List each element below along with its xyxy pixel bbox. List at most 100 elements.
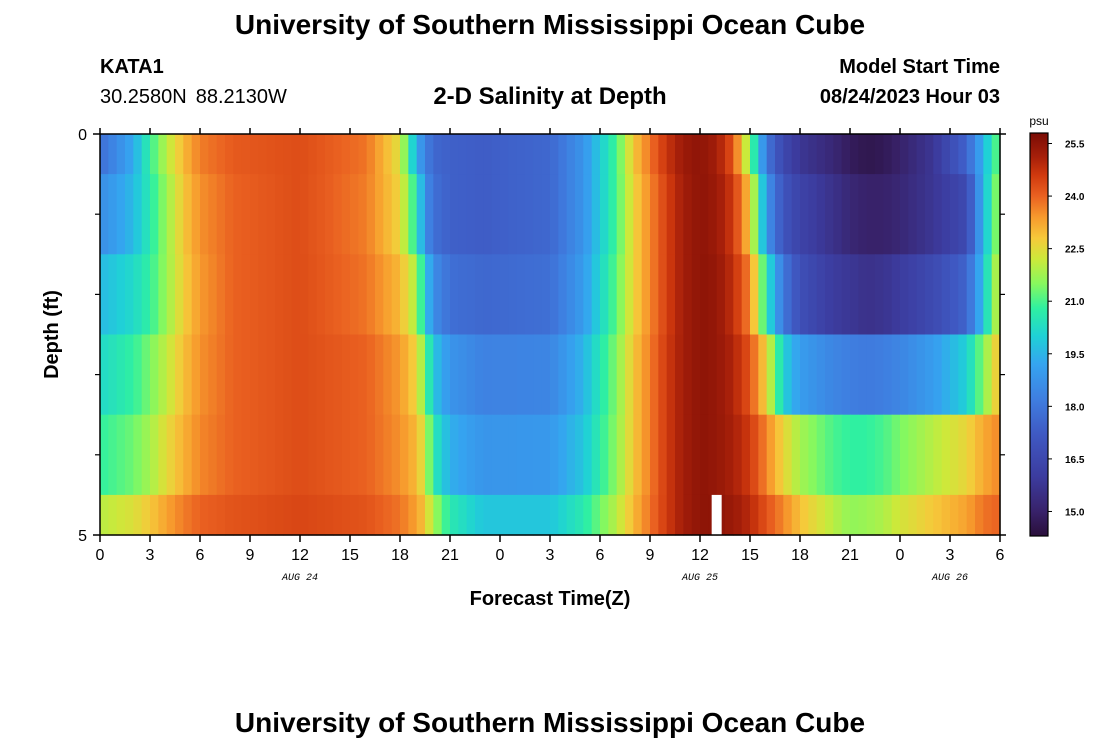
heatmap-cell	[866, 254, 876, 336]
heatmap-cell	[183, 494, 193, 536]
heatmap-cell	[291, 174, 301, 255]
heatmap-cell	[616, 174, 626, 255]
heatmap-cell	[875, 134, 884, 175]
heatmap-cell	[816, 134, 826, 175]
heatmap-cell	[266, 334, 276, 416]
heatmap-cell	[541, 494, 551, 536]
heatmap-cell	[858, 134, 868, 175]
heatmap-cell	[550, 134, 559, 175]
heatmap-cell	[633, 134, 643, 175]
heatmap-cell	[408, 254, 418, 336]
heatmap-cell	[783, 174, 793, 255]
heatmap-cell	[383, 494, 393, 536]
heatmap-cell	[875, 494, 884, 536]
heatmap-cell	[650, 254, 659, 336]
heatmap-cell	[283, 134, 293, 175]
heatmap-cell	[766, 174, 776, 255]
heatmap-cell	[758, 414, 768, 496]
heatmap-cell	[591, 414, 601, 496]
heatmap-cell	[933, 414, 943, 496]
heatmap-cell	[833, 174, 843, 255]
heatmap-cell	[383, 174, 393, 255]
heatmap-cell	[900, 414, 909, 496]
heatmap-cell	[333, 254, 343, 336]
heatmap-cell	[658, 134, 668, 175]
heatmap-cell	[408, 494, 418, 536]
heatmap-cell	[608, 174, 618, 255]
heatmap-cell	[491, 494, 501, 536]
heatmap-cell	[316, 494, 326, 536]
y-tick-label: 5	[78, 528, 87, 545]
heatmap-cell	[825, 174, 834, 255]
heatmap-cell	[325, 414, 334, 496]
heatmap-cell	[225, 334, 234, 416]
heatmap-cell	[350, 174, 359, 255]
heatmap-cell	[166, 414, 176, 496]
heatmap-cell	[575, 174, 584, 255]
heatmap-cell	[283, 414, 293, 496]
heatmap-cells	[100, 134, 1001, 536]
heatmap-cell	[758, 134, 768, 175]
heatmap-cell	[200, 254, 209, 336]
x-tick-label: 0	[896, 547, 905, 564]
heatmap-cell	[316, 134, 326, 175]
heatmap-cell	[583, 494, 593, 536]
heatmap-cell	[950, 174, 959, 255]
heatmap-cell	[325, 134, 334, 175]
heatmap-cell	[475, 334, 484, 416]
heatmap-cell	[941, 494, 951, 536]
heatmap-cell	[375, 494, 384, 536]
heatmap-cell	[133, 414, 143, 496]
heatmap-cell	[141, 334, 151, 416]
heatmap-cell	[658, 334, 668, 416]
colorbar-tick-label: 18.0	[1065, 402, 1085, 413]
heatmap-cell	[108, 134, 118, 175]
heatmap-cell	[158, 414, 168, 496]
x-tick-label: 9	[646, 547, 655, 564]
heatmap-cell	[533, 254, 543, 336]
heatmap-cell	[666, 414, 676, 496]
heatmap-cell	[116, 494, 126, 536]
heatmap-cell	[725, 134, 734, 175]
heatmap-cell	[366, 254, 376, 336]
heatmap-cell	[466, 414, 476, 496]
heatmap-cell	[733, 334, 743, 416]
x-tick-label: 15	[341, 547, 359, 564]
heatmap-cell	[616, 334, 626, 416]
heatmap-cell	[308, 414, 318, 496]
heatmap-cell	[191, 254, 201, 336]
heatmap-cell	[300, 134, 309, 175]
heatmap-cell	[466, 174, 476, 255]
heatmap-cell	[983, 334, 993, 416]
heatmap-cell	[366, 174, 376, 255]
heatmap-cell	[250, 494, 259, 536]
heatmap-cell	[591, 254, 601, 336]
heatmap-cell	[650, 134, 659, 175]
heatmap-cell	[783, 254, 793, 336]
y-axis-label: Depth (ft)	[41, 290, 63, 379]
heatmap-cell	[666, 254, 676, 336]
heatmap-cell	[208, 414, 218, 496]
heatmap-cell	[691, 174, 701, 255]
heatmap-cell	[200, 174, 209, 255]
heatmap-cell	[191, 174, 201, 255]
heatmap-cell	[608, 494, 618, 536]
heatmap-cell	[425, 494, 434, 536]
heatmap-cell	[816, 494, 826, 536]
heatmap-cell	[583, 134, 593, 175]
y-tick-label: 0	[78, 127, 87, 144]
heatmap-cell	[741, 414, 751, 496]
heatmap-cell	[208, 174, 218, 255]
heatmap-cell	[858, 414, 868, 496]
heatmap-cell	[758, 254, 768, 336]
heatmap-cell	[775, 134, 784, 175]
heatmap-cell	[775, 414, 784, 496]
heatmap-cell	[491, 254, 501, 336]
heatmap-cell	[850, 414, 859, 496]
heatmap-cell	[175, 334, 184, 416]
heatmap-cell	[766, 414, 776, 496]
heatmap-cell	[291, 334, 301, 416]
heatmap-cell	[641, 254, 651, 336]
heatmap-cell	[866, 494, 876, 536]
x-tick-label: 3	[546, 547, 555, 564]
